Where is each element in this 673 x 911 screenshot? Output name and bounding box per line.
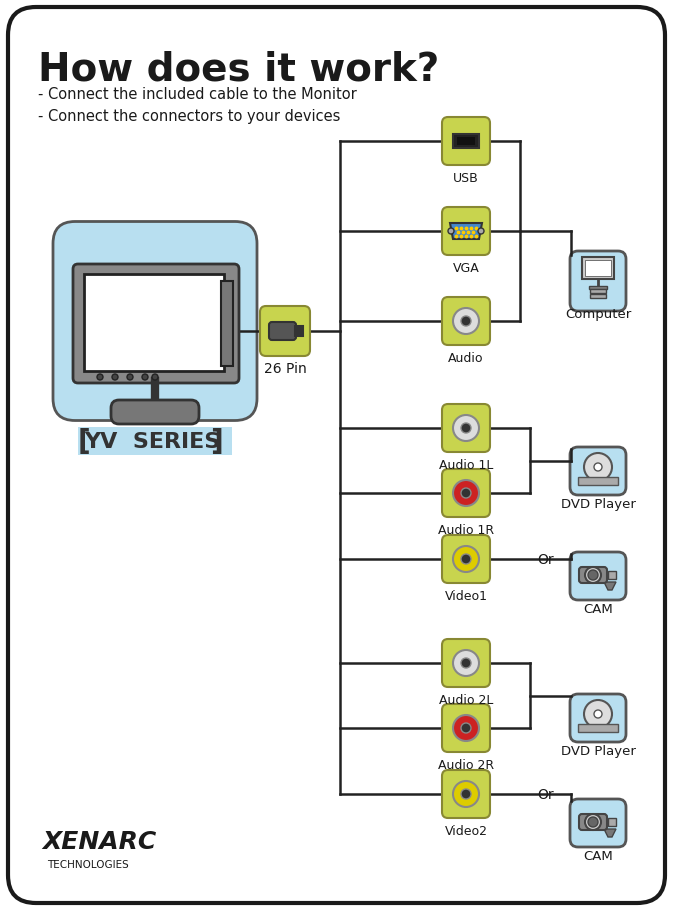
Text: USB: USB [453,172,479,185]
FancyBboxPatch shape [442,404,490,453]
FancyBboxPatch shape [570,251,626,312]
Circle shape [453,309,479,334]
Text: Or: Or [538,787,555,801]
Text: Audio 2L: Audio 2L [439,693,493,706]
Text: How does it work?: How does it work? [38,50,439,87]
FancyBboxPatch shape [260,307,310,356]
FancyBboxPatch shape [442,536,490,583]
FancyBboxPatch shape [269,322,296,341]
Circle shape [461,659,471,669]
Bar [608,571,616,579]
Bar [453,135,479,148]
Text: CAM: CAM [583,849,613,862]
Circle shape [585,568,601,583]
Circle shape [585,814,601,830]
Bar [84,275,224,372]
Bar [590,294,606,299]
Text: Audio 1L: Audio 1L [439,458,493,472]
FancyBboxPatch shape [570,552,626,600]
Circle shape [448,229,454,235]
Circle shape [461,488,471,498]
FancyBboxPatch shape [442,469,490,517]
Circle shape [461,789,471,799]
Bar [295,327,303,337]
Circle shape [461,317,471,327]
Text: Audio 2R: Audio 2R [438,758,494,771]
Bar [589,287,607,290]
Text: Audio 1R: Audio 1R [438,524,494,537]
Circle shape [584,454,612,482]
Circle shape [142,374,148,381]
Bar [221,281,233,366]
Circle shape [584,701,612,728]
FancyBboxPatch shape [579,814,607,830]
FancyBboxPatch shape [442,118,490,166]
FancyBboxPatch shape [570,694,626,742]
Circle shape [594,464,602,472]
Bar [590,290,606,293]
Bar [585,261,611,277]
FancyBboxPatch shape [442,704,490,752]
Circle shape [152,374,158,381]
Bar [578,477,618,486]
Circle shape [453,415,479,442]
Circle shape [478,229,484,235]
Circle shape [461,424,471,434]
Text: VGA: VGA [453,261,479,275]
Text: Video2: Video2 [444,824,487,837]
Text: DVD Player: DVD Player [561,497,635,510]
Text: CAM: CAM [583,602,613,615]
FancyBboxPatch shape [442,208,490,256]
Text: [: [ [78,427,91,456]
Text: XENARC: XENARC [42,829,156,853]
Bar [582,258,614,280]
Circle shape [453,547,479,572]
Polygon shape [450,224,482,240]
FancyBboxPatch shape [111,401,199,425]
Bar [457,138,475,146]
Circle shape [112,374,118,381]
Circle shape [588,570,598,580]
Text: TECHNOLOGIES: TECHNOLOGIES [47,859,129,869]
Polygon shape [604,829,616,837]
Text: 26 Pin: 26 Pin [264,362,306,375]
Text: - Connect the included cable to the Monitor: - Connect the included cable to the Moni… [38,87,357,102]
FancyBboxPatch shape [442,770,490,818]
Text: Video1: Video1 [444,589,487,602]
FancyBboxPatch shape [8,8,665,903]
Circle shape [453,781,479,807]
Text: Computer: Computer [565,308,631,321]
Circle shape [453,715,479,742]
Text: Audio: Audio [448,352,484,364]
FancyBboxPatch shape [579,568,607,583]
Circle shape [453,650,479,676]
Circle shape [461,555,471,565]
Text: ]: ] [210,427,223,456]
Text: Or: Or [538,552,555,567]
Circle shape [453,480,479,507]
FancyBboxPatch shape [570,799,626,847]
Circle shape [588,817,598,827]
Circle shape [594,711,602,718]
FancyBboxPatch shape [53,222,257,421]
Circle shape [97,374,103,381]
FancyBboxPatch shape [78,427,232,456]
Bar [578,724,618,732]
Text: - Connect the connectors to your devices: - Connect the connectors to your devices [38,109,341,124]
Text: DVD Player: DVD Player [561,744,635,757]
Polygon shape [604,582,616,590]
FancyBboxPatch shape [73,265,239,384]
FancyBboxPatch shape [570,447,626,496]
FancyBboxPatch shape [442,298,490,345]
Circle shape [461,723,471,733]
Text: YV  SERIES: YV SERIES [84,432,220,452]
FancyBboxPatch shape [442,640,490,687]
Circle shape [127,374,133,381]
Bar [608,818,616,826]
